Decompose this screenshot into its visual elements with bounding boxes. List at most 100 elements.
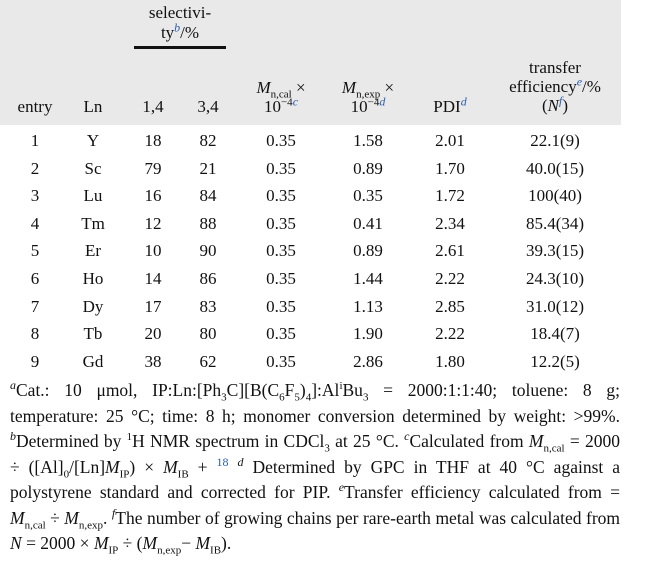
cell-14: 14 xyxy=(144,269,162,288)
cell-entry: 1 xyxy=(30,131,40,150)
cell-mn-cal: 0.35 xyxy=(266,241,296,261)
cell-ln: Ho xyxy=(82,269,104,288)
cell-pdi: 1.70 xyxy=(435,158,465,178)
cell-mn-cal: 0.35 xyxy=(266,351,296,371)
cell-pdi: 2.61 xyxy=(435,241,465,261)
cell-ln: Gd xyxy=(82,351,104,371)
table-row: 4 Tm 12 88 0.35 0.41 2.34 85.4(34) xyxy=(0,212,621,236)
cell-14: 10 xyxy=(144,241,162,261)
cell-mn-exp: 0.89 xyxy=(353,241,383,261)
cell-mn-cal: 0.35 xyxy=(266,131,296,150)
footnote-mark-c: c xyxy=(292,94,299,109)
header-entry: entry xyxy=(17,97,53,116)
cell-mn-exp: 1.90 xyxy=(353,324,383,344)
cell-14: 12 xyxy=(144,213,162,233)
cell-14: 16 xyxy=(144,186,162,206)
cell-34: 82 xyxy=(199,131,217,150)
cell-14: 20 xyxy=(144,324,162,344)
cell-mn-exp: 0.35 xyxy=(353,186,383,206)
cell-pdi: 2.34 xyxy=(435,213,465,233)
cell-transfer-efficiency: 22.1(9) xyxy=(530,131,580,150)
cell-mn-cal: 0.35 xyxy=(266,296,296,316)
footnote-mark-d2: d xyxy=(460,94,467,109)
header-mn-exp: Mn,exp × 10−4d xyxy=(341,78,395,116)
cell-34: 80 xyxy=(199,324,217,344)
cell-34: 88 xyxy=(199,213,217,233)
table-header-band xyxy=(0,0,621,125)
cell-14: 79 xyxy=(144,158,162,178)
cell-mn-exp: 2.86 xyxy=(353,351,383,371)
cell-mn-exp: 0.89 xyxy=(353,158,383,178)
cell-ln: Er xyxy=(84,241,102,261)
cell-mn-cal: 0.35 xyxy=(266,269,296,288)
cell-34: 83 xyxy=(199,296,217,316)
cell-transfer-efficiency: 24.3(10) xyxy=(525,269,585,288)
cell-mn-cal: 0.35 xyxy=(266,158,296,178)
cell-ln: Tb xyxy=(83,324,103,344)
table-row: 7 Dy 17 83 0.35 1.13 2.85 31.0(12) xyxy=(0,295,621,319)
cell-transfer-efficiency: 85.4(34) xyxy=(525,213,585,233)
cell-pdi: 2.22 xyxy=(435,269,465,288)
cell-pdi: 1.72 xyxy=(435,186,465,206)
footnotes: aCat.: 10 μmol, IP:Ln:[Ph3C][B(C6F5)4]:A… xyxy=(10,378,621,557)
cell-pdi: 2.85 xyxy=(435,296,465,316)
cell-transfer-efficiency: 18.4(7) xyxy=(530,324,580,344)
cell-14: 38 xyxy=(144,351,162,371)
cell-pdi: 2.01 xyxy=(435,131,465,150)
cell-transfer-efficiency: 40.0(15) xyxy=(525,158,585,178)
cell-entry: 5 xyxy=(30,241,40,261)
table-row: 3 Lu 16 84 0.35 0.35 1.72 100(40) xyxy=(0,184,621,208)
cell-mn-exp: 0.41 xyxy=(353,213,383,233)
cell-mn-exp: 1.13 xyxy=(353,296,383,316)
cell-entry: 7 xyxy=(30,296,40,316)
footnote-mark-d: d xyxy=(379,94,386,109)
header-mn-cal: Mn,cal × 10−4c xyxy=(256,78,306,116)
footnote-mark-e: e xyxy=(576,74,583,89)
cell-14: 17 xyxy=(144,296,162,316)
header-pdi: PDId xyxy=(433,94,467,116)
cell-mn-cal: 0.35 xyxy=(266,324,296,344)
cell-mn-cal: 0.35 xyxy=(266,186,296,206)
cell-34: 86 xyxy=(199,269,217,288)
cell-34: 21 xyxy=(199,158,217,178)
table-row: 6 Ho 14 86 0.35 1.44 2.22 24.3(10) xyxy=(0,267,621,291)
footnote-mark-b: b xyxy=(174,20,181,35)
cell-34: 90 xyxy=(199,241,217,261)
table-row: 5 Er 10 90 0.35 0.89 2.61 39.3(15) xyxy=(0,239,621,263)
cell-pdi: 1.80 xyxy=(435,351,465,371)
cell-mn-exp: 1.58 xyxy=(353,131,383,150)
cell-ln: Tm xyxy=(81,213,105,233)
cell-entry: 4 xyxy=(30,213,40,233)
cell-mn-cal: 0.35 xyxy=(266,213,296,233)
cell-14: 18 xyxy=(144,131,162,150)
cell-ln: Y xyxy=(86,131,100,150)
reference-18[interactable]: 18 xyxy=(216,454,229,469)
table-row: 2 Sc 79 21 0.35 0.89 1.70 40.0(15) xyxy=(0,157,621,181)
cell-entry: 2 xyxy=(30,158,40,178)
cell-ln: Dy xyxy=(82,296,104,316)
cell-entry: 9 xyxy=(30,351,40,371)
header-14: 1,4 xyxy=(142,97,164,116)
cell-transfer-efficiency: 31.0(12) xyxy=(525,296,585,316)
cell-34: 62 xyxy=(199,351,217,371)
cell-ln: Lu xyxy=(83,186,103,206)
cell-entry: 3 xyxy=(30,186,40,206)
table-row: 1 Y 18 82 0.35 1.58 2.01 22.1(9) xyxy=(0,129,621,153)
selectivity-rule xyxy=(134,46,226,49)
cell-entry: 6 xyxy=(30,269,40,288)
header-34: 3,4 xyxy=(197,97,219,116)
table-row: 8 Tb 20 80 0.35 1.90 2.22 18.4(7) xyxy=(0,322,621,346)
cell-transfer-efficiency: 39.3(15) xyxy=(525,241,585,261)
footnote-mark-f: f xyxy=(559,93,563,108)
cell-34: 84 xyxy=(199,186,217,206)
header-selectivity: selectivi- tyb/% xyxy=(148,3,212,42)
header-ln: Ln xyxy=(83,97,103,116)
cell-ln: Sc xyxy=(84,158,102,178)
cell-pdi: 2.22 xyxy=(435,324,465,344)
table-row: 9 Gd 38 62 0.35 2.86 1.80 12.2(5) xyxy=(0,350,621,374)
header-transfer: transfer efficiencye/% (Nf) xyxy=(509,58,601,115)
cell-transfer-efficiency: 12.2(5) xyxy=(530,351,580,371)
cell-transfer-efficiency: 100(40) xyxy=(528,186,582,206)
cell-entry: 8 xyxy=(30,324,40,344)
